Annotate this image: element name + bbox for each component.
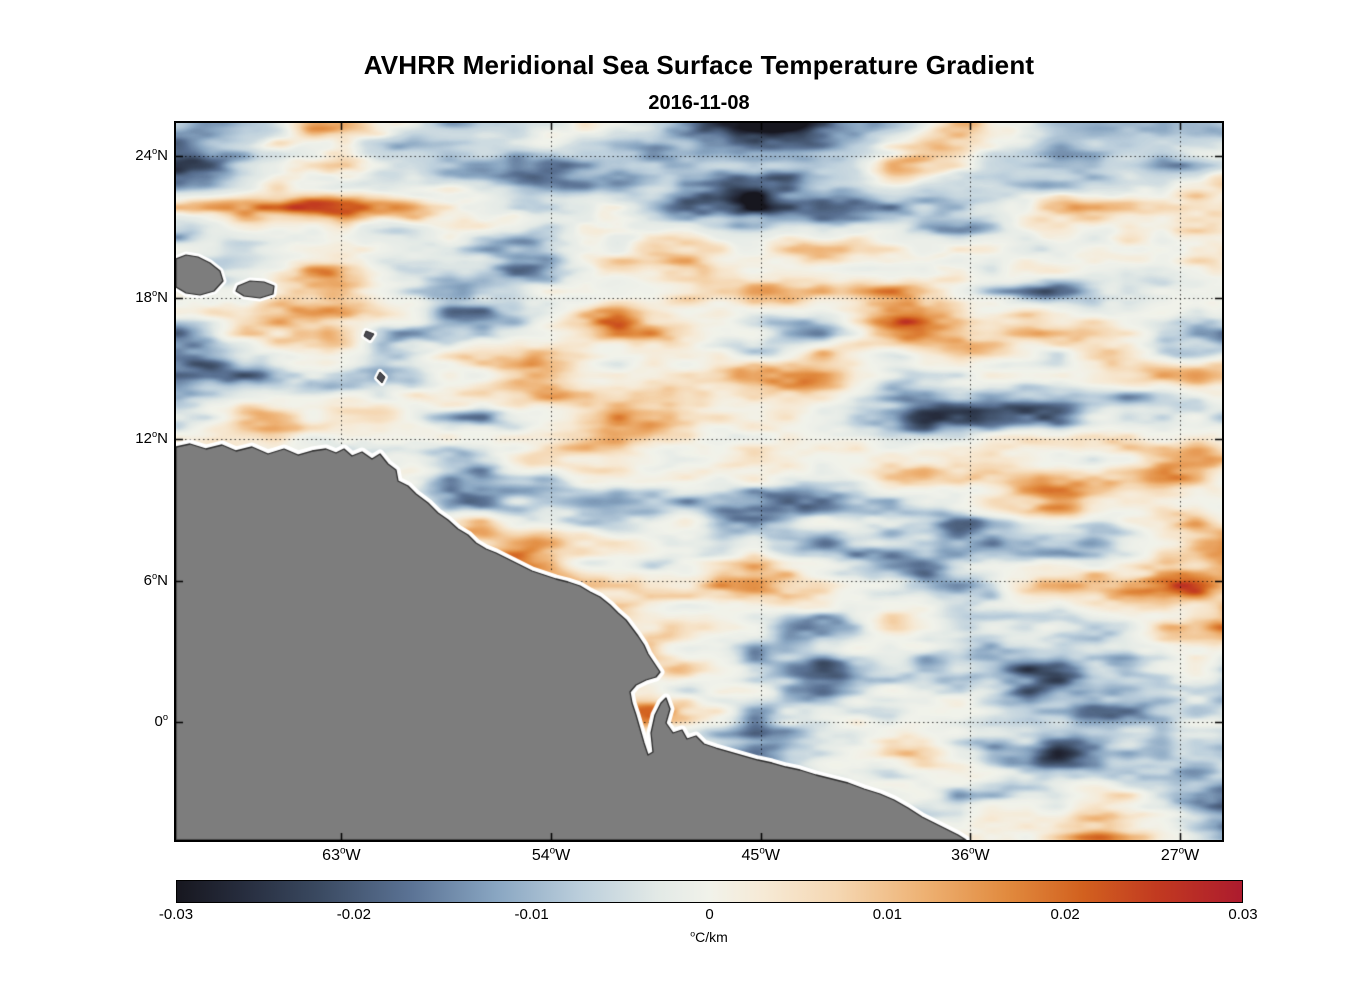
degree-symbol: o [151, 570, 158, 581]
colorbar-tick-label: -0.03 [158, 906, 194, 923]
degree-symbol: o [690, 928, 696, 939]
degree-symbol: o [1178, 845, 1185, 857]
degree-symbol: o [968, 845, 975, 857]
sst-gradient-map-canvas [176, 123, 1222, 840]
colorbar-tick-label: 0.01 [872, 906, 902, 923]
degree-symbol: o [759, 845, 765, 857]
y-tick-label: 0o [154, 712, 168, 731]
y-tick-label: 6oN [143, 570, 168, 589]
degree-symbol: o [151, 287, 158, 298]
x-tick-label: 45oW [741, 845, 780, 864]
degree-symbol: o [549, 845, 556, 857]
colorbar-tick-label: 0.02 [1050, 906, 1080, 923]
colorbar [176, 880, 1243, 903]
chart-subtitle: 2016-11-08 [648, 92, 750, 114]
degree-symbol: o [151, 429, 158, 440]
x-tick-label: 27oW [1160, 845, 1200, 864]
degree-symbol: o [162, 712, 168, 723]
x-tick-label: 54oW [531, 845, 571, 864]
y-tick-label: 18oN [135, 287, 168, 306]
map-plot-area [174, 121, 1224, 842]
colorbar-tick-label: 0.03 [1228, 906, 1258, 923]
y-tick-label: 12oN [135, 429, 168, 448]
x-tick-label: 63oW [322, 845, 361, 864]
colorbar-tick-label: -0.02 [336, 906, 371, 923]
colorbar-tick-label: 0 [705, 906, 714, 923]
x-tick-label: 36oW [951, 845, 990, 864]
colorbar-unit-text: C/km [695, 929, 728, 945]
degree-symbol: o [339, 845, 346, 857]
colorbar-tick-label: -0.01 [514, 906, 549, 923]
degree-symbol: o [151, 146, 158, 157]
colorbar-unit-label: oC/km [690, 929, 728, 945]
chart-title: AVHRR Meridional Sea Surface Temperature… [363, 50, 1035, 80]
y-tick-label: 24oN [135, 146, 168, 165]
